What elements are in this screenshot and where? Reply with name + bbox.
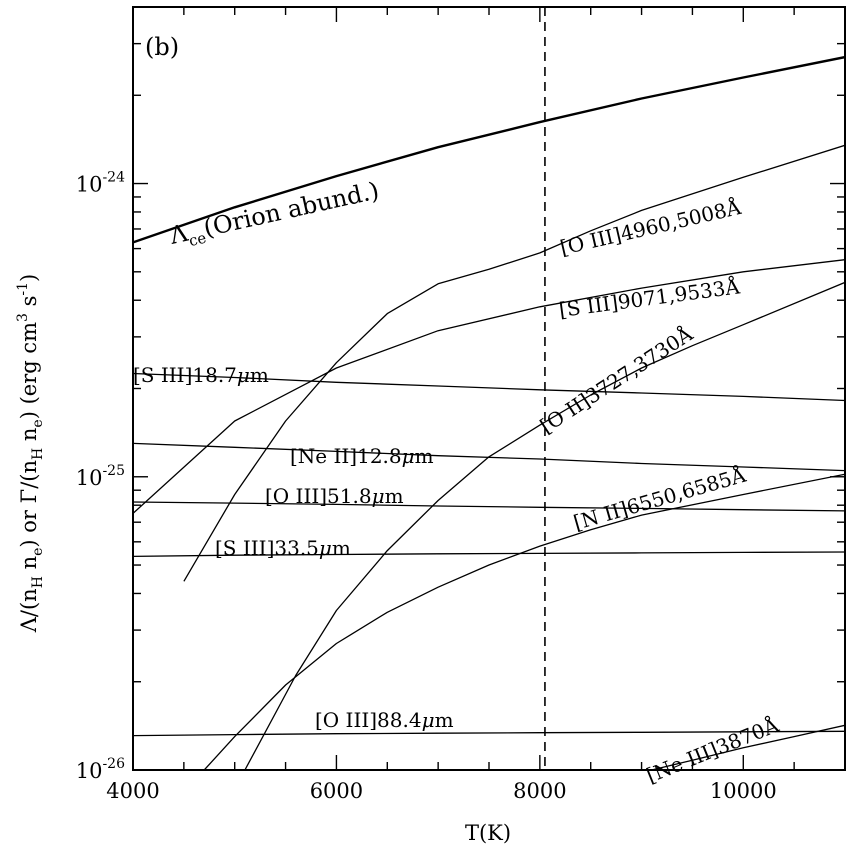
series-line-1	[183, 144, 845, 582]
x-tick-label: 10000	[710, 779, 777, 803]
y-tick-label: 10-25	[76, 463, 125, 490]
series-line-2	[133, 259, 845, 514]
x-tick-label: 6000	[310, 779, 363, 803]
series-label-siii-18-7: [S III]18.7μm	[133, 363, 269, 387]
svg-text:Λce(Orion abund.): Λce(Orion abund.)	[166, 176, 382, 254]
series-label-neiii-3870: [Ne III]3870Å	[643, 712, 783, 788]
y-tick-label: 10-24	[76, 170, 125, 197]
series-curves	[133, 55, 845, 770]
series-label-oiii-88-4: [O III]88.4μm	[315, 708, 454, 732]
svg-text:[S III]18.7μm: [S III]18.7μm	[133, 363, 269, 387]
svg-text:[Ne III]3870Å: [Ne III]3870Å	[643, 712, 783, 788]
series-label-oii-3727: [O II]3727,3730Å	[535, 321, 697, 439]
series-label-oiii-4960: [O III]4960,5008Å	[558, 194, 744, 260]
series-label-lambda-ce: Λce(Orion abund.)	[166, 176, 382, 254]
series-line-8	[133, 551, 845, 558]
axes-frame: 4000 6000 8000 10000 10-26 10-25 10-24	[76, 6, 846, 803]
svg-text:[S III]33.5μm: [S III]33.5μm	[215, 536, 351, 560]
series-line-5	[133, 442, 845, 472]
series-line-6	[133, 501, 845, 512]
series-line-0	[133, 55, 845, 244]
y-tick-label: 10-26	[76, 756, 125, 783]
series-line-10	[651, 724, 845, 770]
series-line-3	[244, 281, 845, 770]
x-tick-label: 8000	[513, 779, 566, 803]
series-line-4	[133, 372, 845, 402]
x-axis-title: T(K)	[465, 821, 511, 845]
svg-text:[S III]9071,9533Å: [S III]9071,9533Å	[557, 273, 741, 322]
svg-text:[O III]88.4μm: [O III]88.4μm	[315, 708, 454, 732]
y-axis-title: Λ/(nH ne) or Γ/(nH ne) (erg cm3 s-1)	[15, 274, 46, 634]
svg-text:Λ/(nH ne) or Γ/(nH ne) (erg: Λ/(nH ne) or Γ/(nH ne) (erg cm3 s-1)	[15, 274, 46, 634]
series-label-oiii-51-8: [O III]51.8μm	[265, 484, 404, 508]
series-label-neii-12-8: [Ne II]12.8μm	[290, 444, 434, 468]
series-line-9	[133, 730, 845, 737]
panel-label: (b)	[145, 33, 179, 61]
svg-text:[O II]3727,3730Å: [O II]3727,3730Å	[535, 321, 697, 439]
svg-text:[O III]51.8μm: [O III]51.8μm	[265, 484, 404, 508]
series-label-siii-33-5: [S III]33.5μm	[215, 536, 351, 560]
series-label-siii-9071: [S III]9071,9533Å	[557, 273, 741, 322]
series-line-7	[203, 473, 845, 770]
svg-text:[Ne II]12.8μm: [Ne II]12.8μm	[290, 444, 434, 468]
x-tick-label: 4000	[106, 779, 159, 803]
svg-text:[O III]4960,5008Å: [O III]4960,5008Å	[558, 194, 744, 260]
